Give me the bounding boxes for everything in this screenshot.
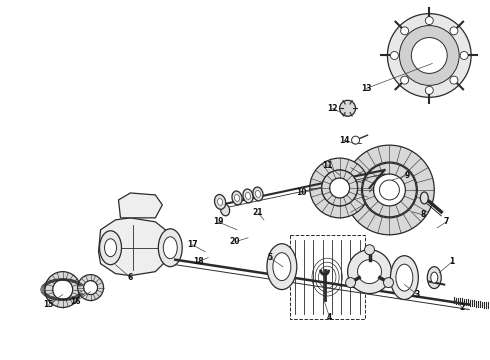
Polygon shape: [98, 218, 168, 276]
Text: 16: 16: [71, 297, 81, 306]
Ellipse shape: [218, 198, 222, 205]
Circle shape: [379, 180, 399, 200]
Circle shape: [425, 86, 433, 94]
Text: 17: 17: [187, 240, 197, 249]
Circle shape: [384, 278, 393, 288]
Text: 21: 21: [253, 208, 263, 217]
Ellipse shape: [232, 191, 242, 205]
Ellipse shape: [245, 193, 250, 199]
Ellipse shape: [253, 187, 263, 201]
Circle shape: [358, 260, 382, 284]
Circle shape: [363, 163, 416, 217]
Circle shape: [322, 170, 358, 206]
Circle shape: [365, 245, 374, 255]
Ellipse shape: [427, 267, 441, 289]
Circle shape: [450, 27, 458, 35]
Text: 20: 20: [230, 237, 240, 246]
Circle shape: [352, 136, 360, 144]
Ellipse shape: [220, 204, 230, 216]
Text: 19: 19: [213, 217, 223, 226]
Ellipse shape: [391, 256, 418, 300]
Circle shape: [345, 278, 356, 288]
Circle shape: [373, 174, 405, 206]
Circle shape: [330, 178, 349, 198]
Ellipse shape: [243, 189, 253, 203]
Text: 10: 10: [296, 188, 307, 197]
Text: 2: 2: [460, 303, 465, 312]
Circle shape: [310, 158, 369, 218]
Text: 14: 14: [340, 136, 350, 145]
Ellipse shape: [396, 264, 413, 291]
Circle shape: [84, 280, 98, 294]
Circle shape: [425, 17, 433, 24]
Circle shape: [412, 37, 447, 73]
Text: 1: 1: [449, 257, 455, 266]
Text: 5: 5: [268, 253, 272, 262]
Ellipse shape: [235, 194, 240, 201]
Circle shape: [45, 272, 81, 307]
Circle shape: [344, 145, 434, 235]
Circle shape: [460, 51, 468, 59]
Circle shape: [322, 170, 358, 206]
Ellipse shape: [99, 231, 122, 265]
Circle shape: [401, 27, 409, 35]
Circle shape: [77, 275, 103, 301]
Text: 7: 7: [443, 217, 449, 226]
Circle shape: [450, 76, 458, 84]
Ellipse shape: [431, 272, 438, 283]
Text: 12: 12: [327, 104, 338, 113]
Text: 9: 9: [405, 171, 410, 180]
Text: 15: 15: [44, 300, 54, 309]
Text: 18: 18: [193, 257, 203, 266]
Circle shape: [391, 51, 398, 59]
Ellipse shape: [273, 253, 291, 280]
Text: 6: 6: [128, 273, 133, 282]
Text: 4: 4: [327, 313, 332, 322]
Ellipse shape: [158, 229, 182, 267]
Ellipse shape: [215, 194, 226, 209]
Circle shape: [340, 100, 356, 116]
Circle shape: [347, 250, 392, 293]
Ellipse shape: [420, 192, 428, 204]
Ellipse shape: [104, 239, 117, 257]
Text: 8: 8: [420, 210, 426, 219]
Circle shape: [399, 26, 459, 85]
Ellipse shape: [163, 237, 177, 259]
Ellipse shape: [267, 244, 297, 289]
Circle shape: [401, 76, 409, 84]
Circle shape: [362, 162, 417, 218]
Ellipse shape: [255, 190, 261, 197]
Circle shape: [53, 280, 73, 300]
Text: 3: 3: [415, 290, 420, 299]
Circle shape: [388, 14, 471, 97]
Polygon shape: [119, 193, 162, 218]
Text: 13: 13: [361, 84, 372, 93]
Text: 11: 11: [322, 161, 333, 170]
